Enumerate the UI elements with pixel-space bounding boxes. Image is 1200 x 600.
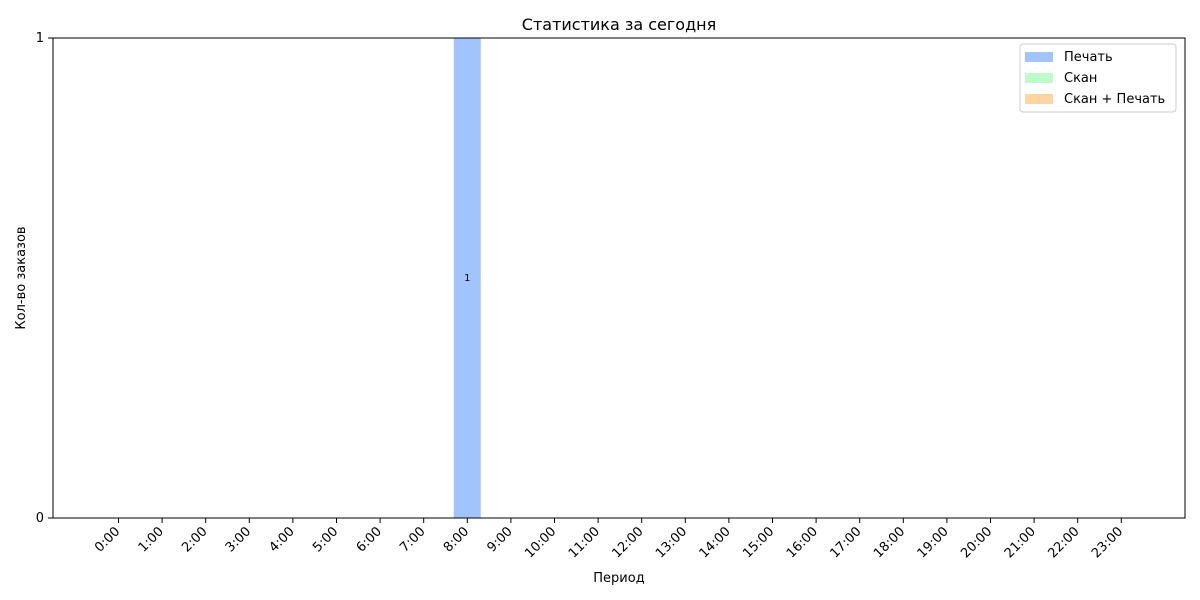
x-tick-label: 6:00 [354, 524, 385, 555]
x-tick-label: 18:00 [871, 524, 908, 561]
bar-0-8 [453, 38, 481, 518]
bar-value-label: 1 [464, 273, 470, 284]
x-tick-label: 2:00 [179, 524, 210, 555]
x-tick-label: 10:00 [522, 524, 559, 561]
legend-entry: Скан [1064, 71, 1097, 86]
x-tick-label: 23:00 [1089, 524, 1126, 561]
chart-title: Статистика за сегодня [522, 15, 716, 34]
x-tick-label: 21:00 [1002, 524, 1039, 561]
y-axis-ticks: 01 [36, 31, 53, 526]
x-axis-ticks: 0:00 1:00 2:00 3:00 4:00 5:00 6:00 7:00 8:00 9:00… [92, 518, 1126, 561]
legend-frame [1019, 43, 1177, 113]
x-tick-label: 3:00 [223, 524, 254, 555]
x-tick-label: 5:00 [310, 524, 341, 555]
x-tick-label: 14:00 [697, 524, 734, 561]
x-tick-label: 22:00 [1045, 524, 1082, 561]
y-tick-label: 1 [36, 31, 44, 46]
x-tick-label: 19:00 [915, 524, 952, 561]
legend-swatch [1025, 73, 1053, 83]
legend: Печать Скан Скан + Печать [1019, 43, 1177, 113]
legend-entry: Печать [1064, 50, 1113, 65]
x-axis-label: Период [593, 571, 644, 586]
x-tick-label: 7:00 [397, 524, 428, 555]
x-tick-label: 13:00 [653, 524, 690, 561]
x-tick-label: 20:00 [958, 524, 995, 561]
x-tick-label: 9:00 [484, 524, 515, 555]
plot-frame [52, 37, 1186, 519]
x-tick-label: 11:00 [566, 524, 603, 561]
legend-swatch [1025, 94, 1053, 104]
x-tick-label: 0:00 [92, 524, 123, 555]
x-tick-label: 1:00 [136, 524, 167, 555]
legend-entry: Скан + Печать [1064, 92, 1165, 107]
x-tick-label: 17:00 [827, 524, 864, 561]
x-tick-label: 12:00 [609, 524, 646, 561]
legend-swatch [1025, 52, 1053, 62]
x-tick-label: 16:00 [784, 524, 821, 561]
x-tick-label: 8:00 [441, 524, 472, 555]
x-tick-label: 4:00 [266, 524, 297, 555]
bars-group: 1 [453, 38, 481, 518]
y-tick-label: 0 [36, 511, 44, 526]
y-axis-label: Кол-во заказов [14, 226, 29, 329]
x-tick-label: 15:00 [740, 524, 777, 561]
